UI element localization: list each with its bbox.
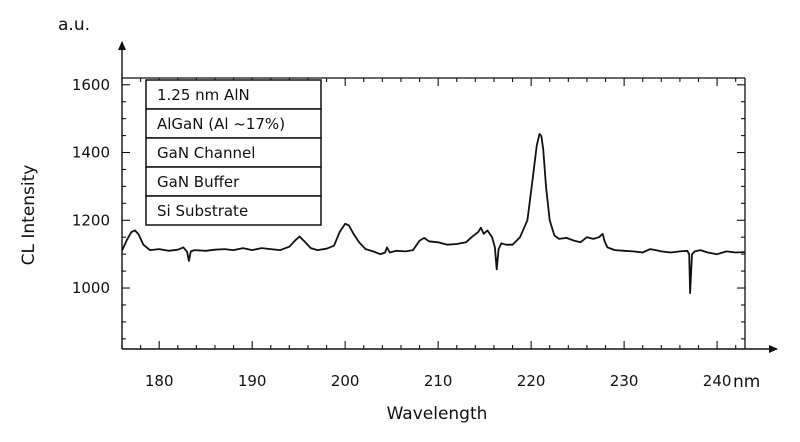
legend-layer-box: [145, 166, 322, 197]
legend-layer-label: AlGaN (Al ~17%): [157, 115, 285, 133]
y-tick-label: 1000: [72, 279, 110, 297]
x-tick-label: 180: [145, 372, 174, 390]
legend-layer-label: GaN Buffer: [157, 173, 240, 191]
legend-layer-box: [145, 195, 322, 226]
cl-spectrum-line: [121, 132, 746, 295]
x-axis-title: Wavelength: [387, 404, 488, 424]
y-unit-label: a.u.: [58, 15, 90, 35]
y-tick-label: 1200: [72, 211, 110, 229]
x-tick-label: 200: [331, 372, 360, 390]
y-axis-title: CL Intensity: [19, 165, 39, 266]
y-tick-label: 1400: [72, 144, 110, 162]
x-unit-label: nm: [733, 372, 760, 392]
legend-layer-label: GaN Channel: [157, 144, 255, 162]
x-tick-label: 240: [703, 372, 732, 390]
legend-layer-box: [145, 137, 322, 168]
x-tick-label: 210: [424, 372, 453, 390]
x-tick-label: 230: [610, 372, 639, 390]
legend-layer-label: Si Substrate: [157, 202, 248, 220]
y-tick-label: 1600: [72, 76, 110, 94]
x-tick-label: 220: [517, 372, 546, 390]
legend-layer-label: 1.25 nm AlN: [157, 86, 250, 104]
x-tick-label: 190: [238, 372, 267, 390]
legend-layer-box: [145, 79, 322, 110]
legend-layer-box: [145, 108, 322, 139]
